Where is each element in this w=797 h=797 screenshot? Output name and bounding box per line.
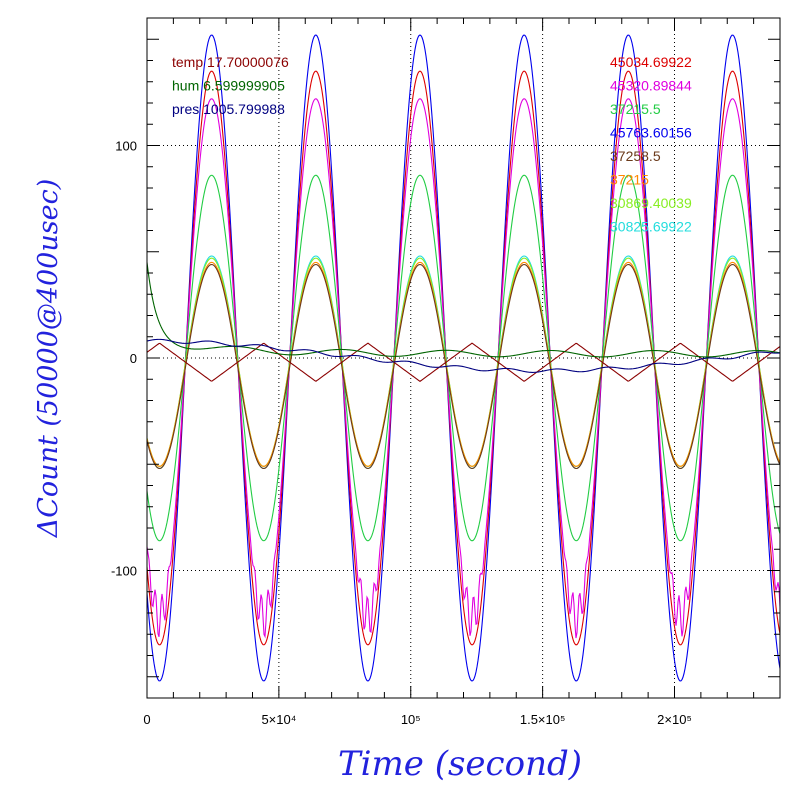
x-tick-label-2: 10⁵ — [401, 712, 421, 727]
x-tick-label-1: 5×10⁴ — [261, 712, 296, 727]
series-group — [147, 34, 780, 682]
legend-right-2: 37215.5 — [610, 101, 661, 117]
x-tick-label-0: 0 — [143, 712, 150, 727]
series-line-3 — [147, 174, 780, 542]
legend-left-1: hum 6.599999905 — [172, 78, 285, 94]
legend-left-2: pres 1005.799988 — [172, 101, 285, 117]
series-line-9 — [147, 262, 780, 358]
grid — [147, 18, 780, 698]
x-tick-label-3: 1.5×10⁵ — [520, 712, 566, 727]
series-line-1 — [147, 70, 780, 646]
series-line-10 — [147, 338, 780, 373]
legend-right-0: 45034.69922 — [610, 54, 692, 70]
legend-right-5: 37215 — [610, 172, 649, 188]
legend-left-0: temp 17.70000076 — [172, 54, 289, 70]
series-line-7 — [147, 263, 780, 470]
legend-right-7: 30825.69922 — [610, 219, 692, 235]
x-axis-title: Time (second) — [338, 744, 582, 784]
y-tick-label-1: 0 — [130, 351, 137, 366]
legend-right-4: 37258.5 — [610, 148, 661, 164]
y-tick-label-0: 100 — [115, 139, 137, 154]
tick-labels: 0 5×10⁴ 10⁵ 1.5×10⁵ 2×10⁵ 100 0 -100 — [111, 139, 692, 728]
series-line-2 — [147, 98, 780, 639]
y-axis-title: ΔCount (50000@400usec) — [33, 179, 64, 538]
legend-right-3: 45763.60156 — [610, 125, 692, 141]
legend: temp 17.70000076 hum 6.599999905 pres 1005… — [172, 54, 692, 235]
x-tick-label-4: 2×10⁵ — [657, 712, 692, 727]
legend-right-6: 30869.40039 — [610, 195, 692, 211]
legend-right-1: 45320.89844 — [610, 78, 692, 94]
y-tick-label-2: -100 — [111, 564, 137, 579]
series-line-0 — [147, 34, 780, 682]
series-line-8 — [147, 342, 780, 383]
tick-marks — [146, 18, 781, 698]
